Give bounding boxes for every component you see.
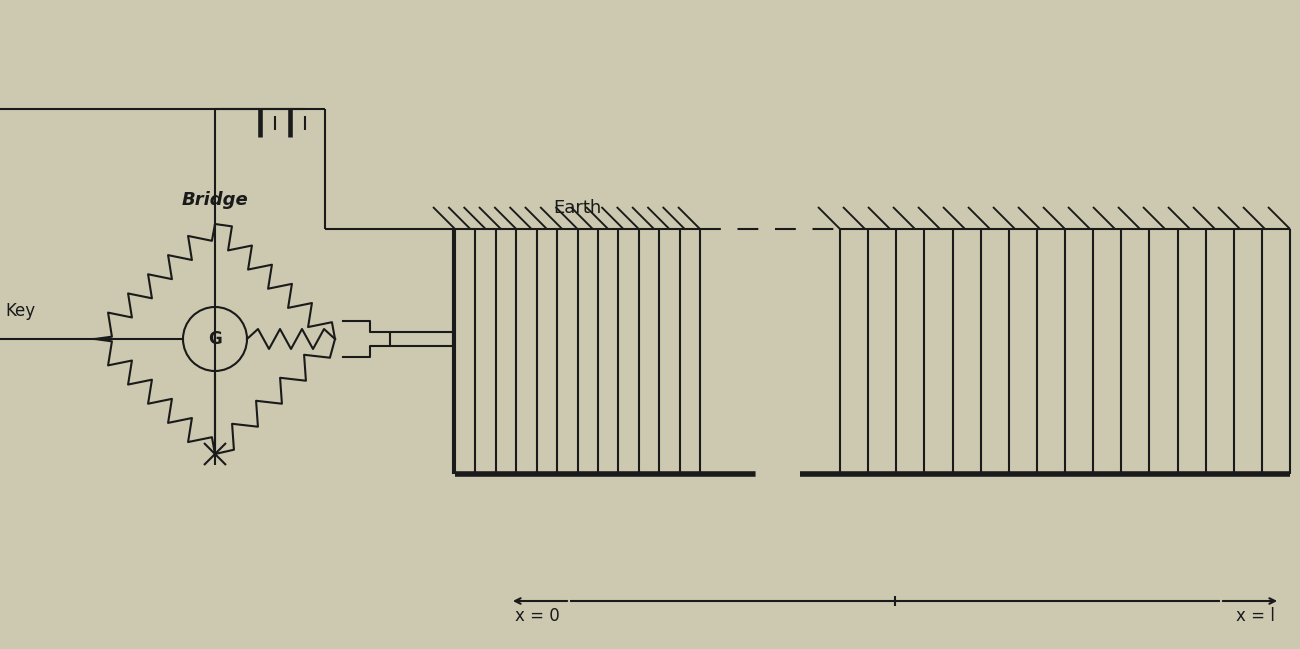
Circle shape [183, 307, 247, 371]
Text: Key: Key [5, 302, 35, 320]
Text: x = 0: x = 0 [515, 607, 560, 625]
Text: G: G [208, 330, 222, 348]
Text: Bridge: Bridge [182, 191, 248, 209]
Text: Earth: Earth [552, 199, 601, 217]
Text: x = l: x = l [1236, 607, 1275, 625]
